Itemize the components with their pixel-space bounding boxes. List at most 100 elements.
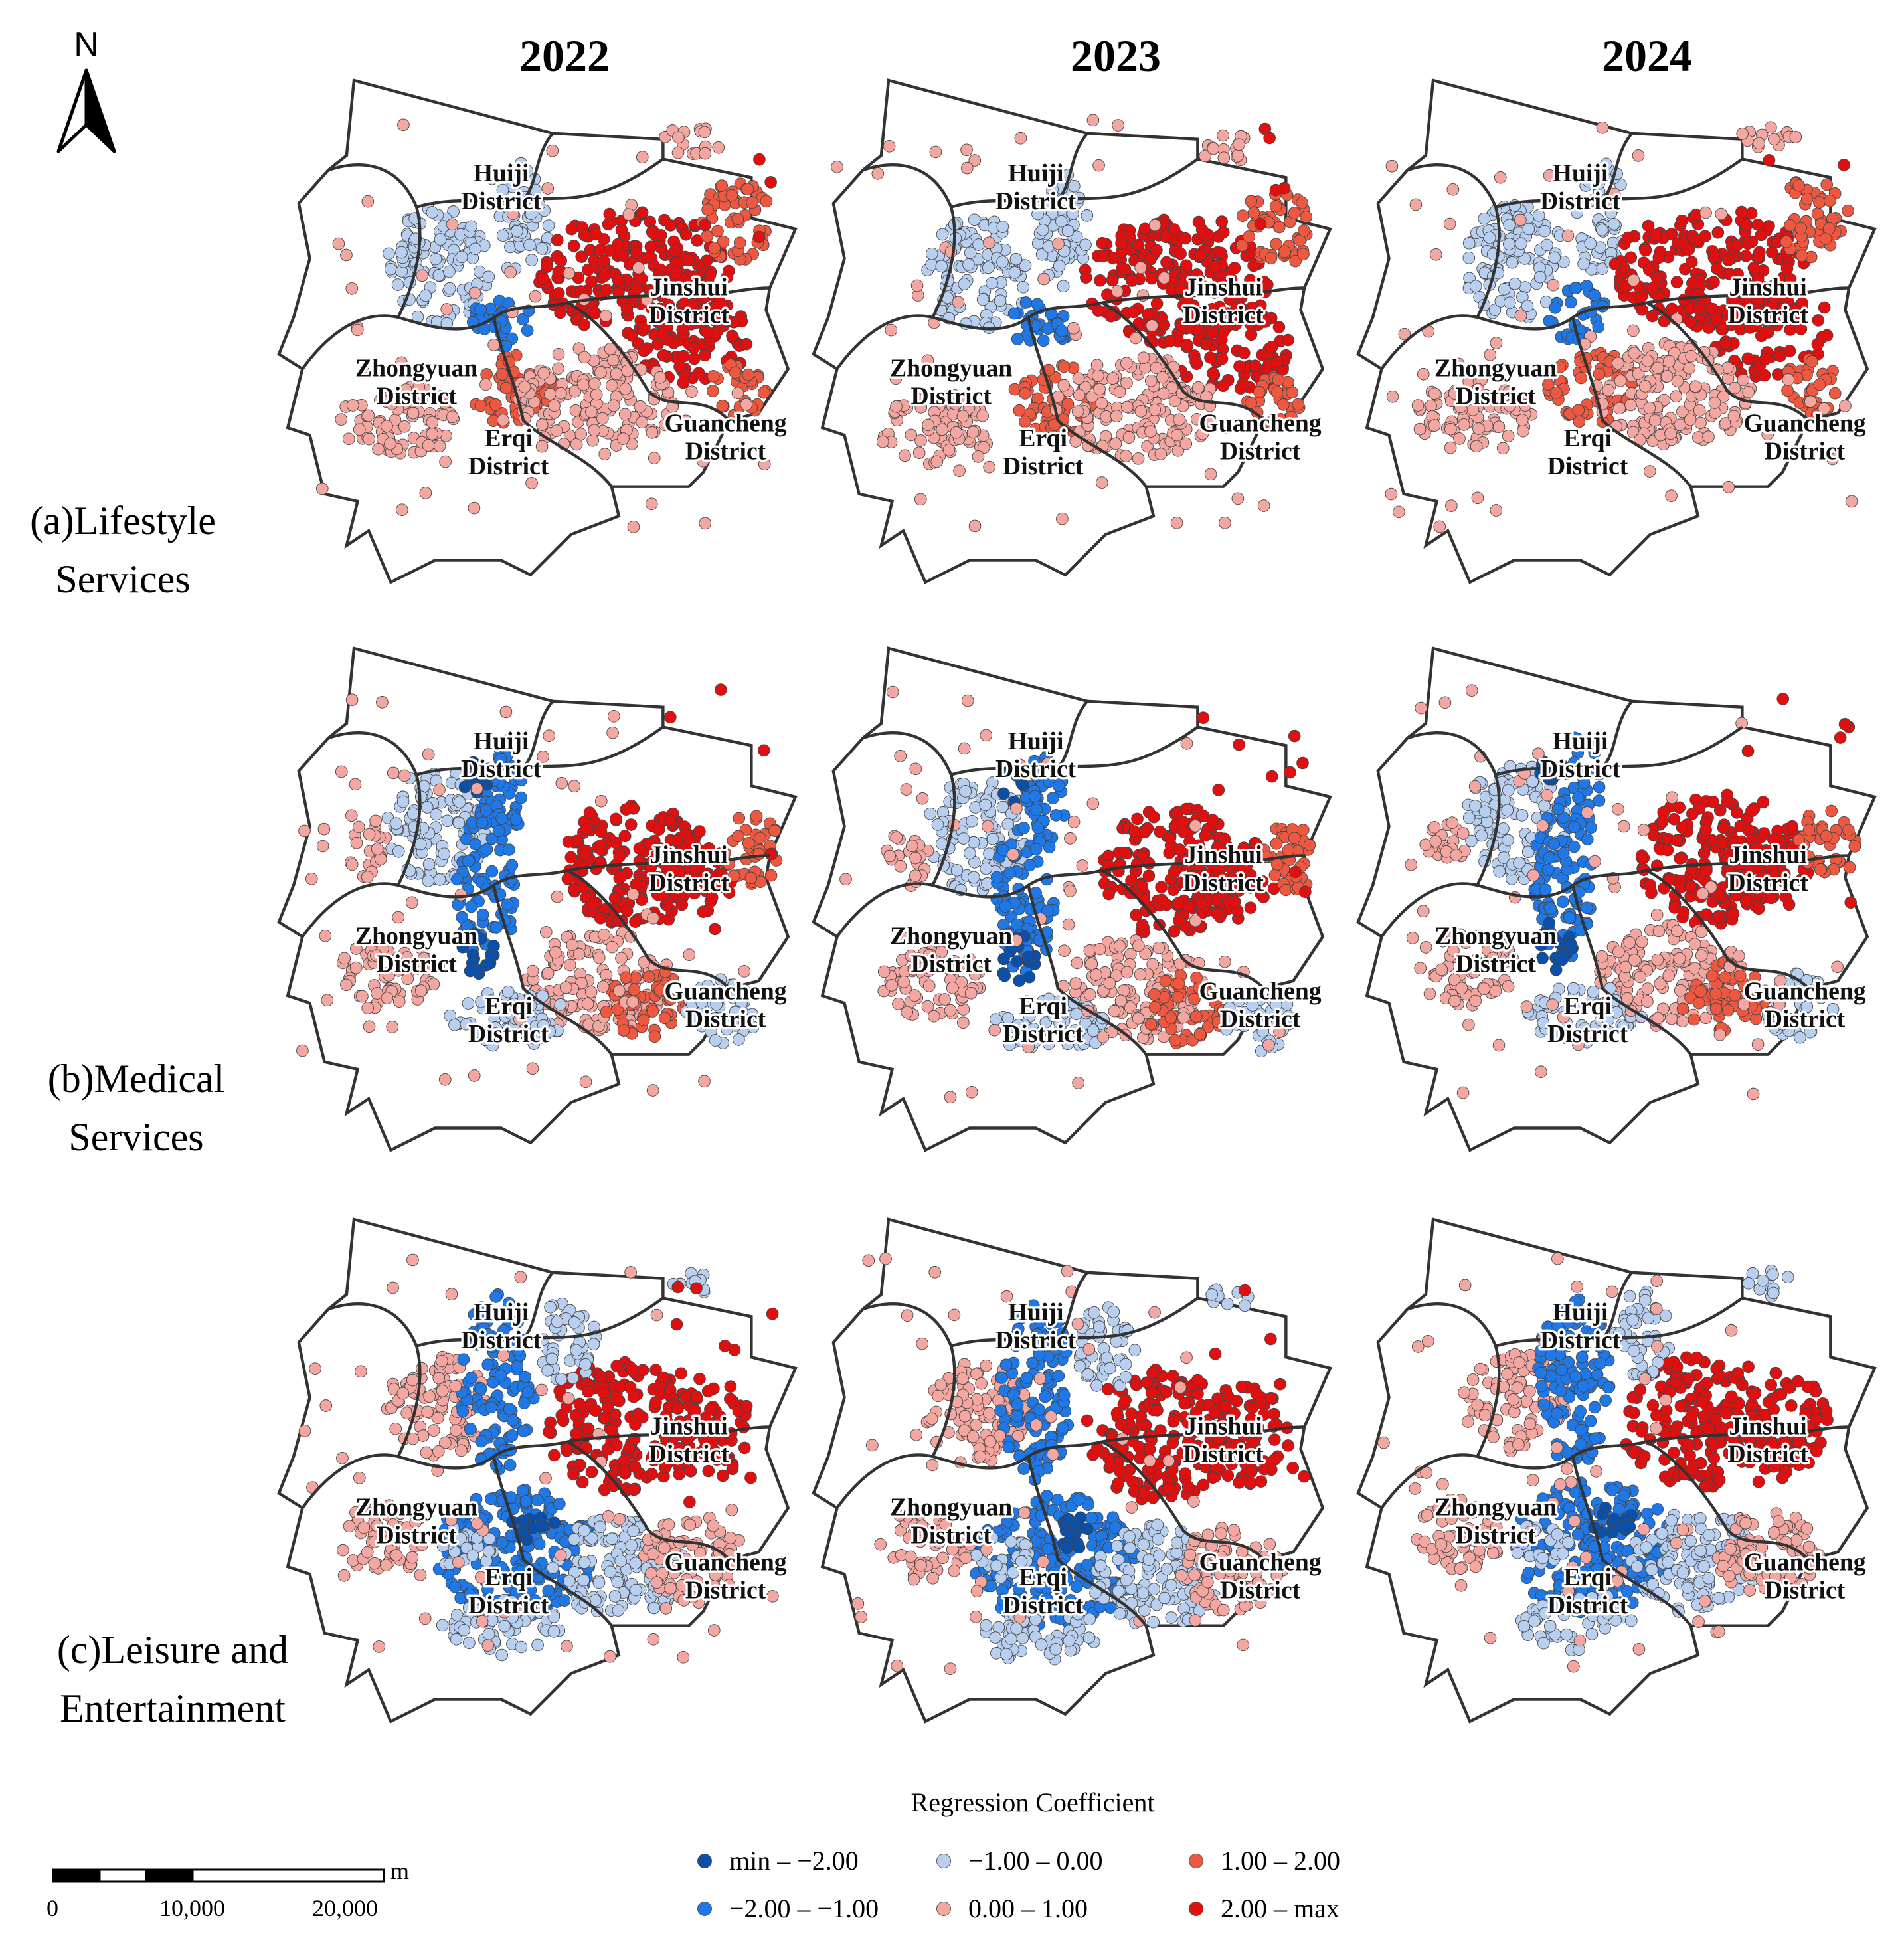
poi-point [1800,193,1814,205]
poi-point [1577,257,1590,270]
poi-point [563,958,576,972]
poi-point [581,822,594,836]
poi-point [1593,794,1606,807]
poi-point [982,820,994,833]
poi-point [1217,129,1229,142]
poi-point [597,254,610,268]
poi-point [653,876,666,889]
poi-point [460,1018,473,1031]
poi-point [764,869,778,882]
poi-point [746,196,759,209]
poi-point [1211,907,1224,920]
poi-point [1624,398,1637,412]
poi-point [1175,319,1188,332]
poi-point [699,349,711,362]
poi-point [1699,230,1711,243]
poi-point [506,207,519,221]
poi-point [1256,1025,1270,1038]
poi-point [1645,886,1658,899]
poi-point [1300,211,1313,223]
poi-point [1508,277,1521,290]
poi-point [416,269,429,282]
poi-point [921,354,934,367]
row-label-medical: (b)Medical Services [47,1057,225,1159]
poi-point [513,1013,526,1026]
poi-point [515,791,527,804]
poi-point [962,694,974,707]
map-panel-medical-2022: Huiji District Jinshui District Zhongyuan Dis… [266,608,810,1192]
poi-point [1171,990,1184,1004]
poi-point [1715,207,1727,221]
poi-point [602,218,615,231]
poi-point [1104,310,1118,323]
poi-point [1588,288,1601,302]
poi-point [468,501,481,515]
poi-point [585,405,598,418]
poi-point [764,176,777,189]
poi-point [738,965,751,978]
poi-point [963,847,976,860]
poi-point [688,1014,701,1026]
poi-point [669,244,681,258]
poi-point [905,949,918,962]
poi-point [966,426,980,439]
poi-point [501,985,515,998]
poi-point [930,956,944,968]
poi-point [727,315,740,329]
poi-point [909,989,921,1002]
poi-point [469,838,482,851]
poi-point [1146,958,1159,971]
poi-point [454,888,468,901]
row-label-leisure: (c)Leisure and Entertainment [56,1628,289,1730]
poi-point [479,378,492,391]
poi-point [554,306,566,319]
poi-point [1502,784,1515,797]
poi-point [1537,927,1551,940]
poi-point [1288,832,1301,845]
poi-point [1614,374,1627,387]
poi-point [1138,826,1152,838]
poi-point [1743,321,1757,334]
poi-point [1490,337,1503,349]
poi-point [1012,1019,1025,1031]
poi-point [1141,440,1154,453]
poi-point [432,269,446,282]
poi-point [562,836,575,848]
poi-point [1488,304,1502,316]
poi-point [499,381,513,395]
poi-point [552,266,565,278]
poi-point [1665,489,1678,502]
poi-point [1270,238,1282,251]
poi-point [1022,1041,1035,1053]
poi-point [1765,121,1777,134]
poi-point [1083,988,1096,1001]
poi-point [1552,802,1565,816]
poi-point [1119,846,1132,859]
poi-point [453,796,466,808]
poi-point [1180,802,1193,816]
poi-point [705,891,719,904]
poi-point [582,263,594,276]
poi-point [691,843,704,855]
poi-point [1142,857,1156,870]
poi-point [1768,133,1780,146]
poi-point [1244,881,1256,894]
poi-point [1708,397,1721,409]
poi-point [1237,377,1249,391]
poi-point [464,771,477,784]
poi-point [651,337,664,351]
poi-point [1543,315,1556,327]
poi-point [1737,373,1750,387]
poi-point [914,434,927,447]
poi-point [1483,231,1496,244]
poi-point [968,519,982,533]
poi-point [495,368,509,381]
poi-point [1727,410,1741,423]
poi-point [1575,371,1588,385]
poi-point [1622,231,1634,244]
poi-point [319,929,332,942]
poi-point [1462,251,1476,264]
poi-point [1189,355,1202,368]
poi-point [682,254,695,266]
poi-point [552,287,565,300]
